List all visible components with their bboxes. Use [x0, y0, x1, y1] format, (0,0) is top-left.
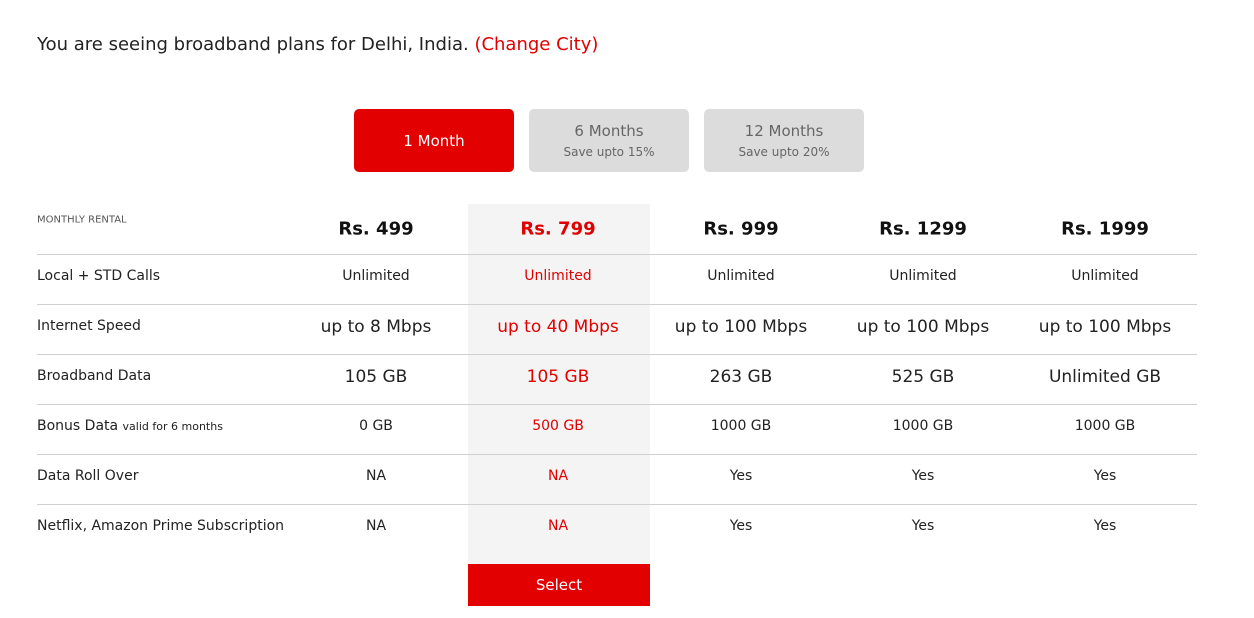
period-tab[interactable]: 12 Months Save upto 20%: [704, 109, 864, 172]
row-label-text: Broadband Data: [37, 368, 152, 384]
location-text: You are seeing broadband plans for Delhi…: [37, 34, 469, 55]
intro: You are seeing broadband plans for Delhi…: [37, 34, 598, 55]
plan-value: Unlimited: [342, 268, 410, 284]
plan-value: Unlimited: [889, 268, 957, 284]
row-separator: [37, 454, 1197, 455]
plan-value: Yes: [729, 468, 753, 484]
header-label: MONTHLY RENTAL: [37, 214, 127, 226]
row-label-text: Internet Speed: [37, 318, 141, 334]
row-label: Local + STD Calls: [37, 268, 160, 284]
plan-value: Yes: [911, 518, 935, 534]
period-tab[interactable]: 6 Months Save upto 15%: [529, 109, 689, 172]
plan-price: Rs. 799: [520, 218, 596, 240]
plan-value: up to 100 Mbps: [674, 317, 808, 337]
plan-value: up to 100 Mbps: [1038, 317, 1172, 337]
plan-value: NA: [547, 518, 569, 534]
tab-label: 6 Months: [574, 122, 644, 140]
plan-value: Yes: [1093, 468, 1117, 484]
row-separator: [37, 504, 1197, 505]
change-city-link[interactable]: (Change City): [474, 34, 599, 55]
plan-value: 263 GB: [709, 367, 773, 387]
plan-value: 1000 GB: [710, 418, 772, 434]
row-label: Bonus Data valid for 6 months: [37, 418, 223, 434]
row-separator: [37, 354, 1197, 355]
row-label: Broadband Data: [37, 368, 151, 384]
plan-value: Unlimited: [524, 268, 592, 284]
tab-label: 1 Month: [403, 131, 465, 150]
select-button[interactable]: Select: [468, 564, 650, 606]
plan-price: Rs. 499: [338, 218, 414, 240]
tab-note: Save upto 20%: [738, 145, 830, 159]
plan-value: Yes: [911, 468, 935, 484]
row-label-note: valid for 6 months: [122, 420, 223, 433]
period-tab[interactable]: 1 Month: [354, 109, 514, 172]
plan-value: Yes: [729, 518, 753, 534]
plan-value: NA: [365, 468, 387, 484]
row-label: Data Roll Over: [37, 468, 138, 484]
plan-value: 1000 GB: [1074, 418, 1136, 434]
plan-value: 1000 GB: [892, 418, 954, 434]
plan-value: Unlimited: [1071, 268, 1139, 284]
row-label-text: Netflix, Amazon Prime Subscription: [37, 518, 285, 534]
plan-value: 500 GB: [532, 418, 584, 434]
tab-note: Save upto 15%: [563, 145, 655, 159]
plan-value: NA: [547, 468, 569, 484]
plan-value: NA: [365, 518, 387, 534]
plan-value: up to 8 Mbps: [320, 317, 432, 337]
row-separator: [37, 254, 1197, 255]
plan-value: 105 GB: [344, 367, 408, 387]
tab-label: 12 Months: [744, 122, 824, 140]
plan-value: up to 100 Mbps: [856, 317, 990, 337]
plan-value: 0 GB: [359, 418, 393, 434]
plan-value: 105 GB: [526, 367, 590, 387]
plan-value: up to 40 Mbps: [497, 317, 619, 337]
plan-price: Rs. 1299: [879, 218, 967, 240]
row-label-text: Data Roll Over: [37, 468, 139, 484]
row-separator: [37, 304, 1197, 305]
row-label: Netflix, Amazon Prime Subscription: [37, 518, 284, 534]
row-separator: [37, 404, 1197, 405]
row-label-text: Local + STD Calls: [37, 268, 161, 284]
plan-value: Unlimited GB: [1048, 367, 1162, 387]
plan-value: Unlimited: [707, 268, 775, 284]
plan-value: Yes: [1093, 518, 1117, 534]
row-label: Internet Speed: [37, 318, 141, 334]
row-label-text: Bonus Data: [37, 418, 119, 434]
plan-value: 525 GB: [891, 367, 955, 387]
plan-price: Rs. 1999: [1061, 218, 1149, 240]
plan-price: Rs. 999: [703, 218, 779, 240]
